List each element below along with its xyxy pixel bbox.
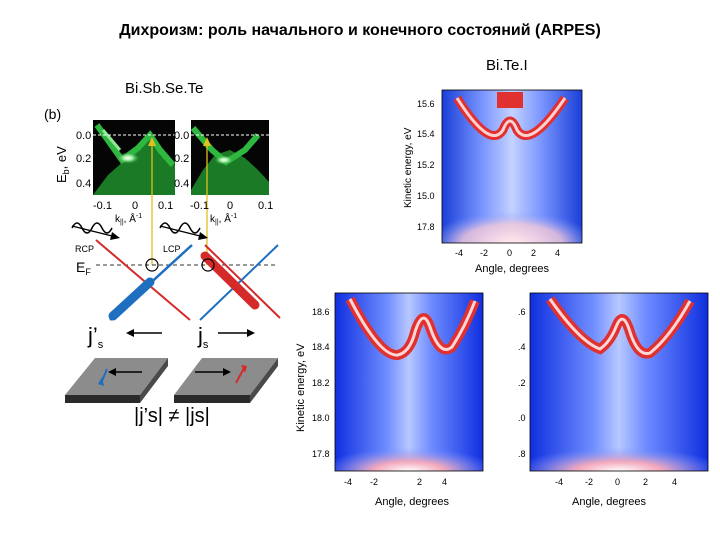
heatmap1-ylabel: Kinetic energy, eV [403, 127, 414, 208]
heatmap1-xtick-3: 2 [531, 248, 536, 258]
heatmap1-ytick-4: 17.8 [417, 222, 435, 232]
heatmap3-xtick-4: 4 [672, 477, 677, 487]
x-tick-0-b: -0.1 [190, 200, 209, 212]
heatmap-bitei: Kinetic energy, eV 15.6 15.4 15.2 15.0 1… [403, 89, 583, 275]
left-current-label: j’s [87, 323, 104, 351]
y-tick-2-b: 0.4 [174, 178, 189, 190]
heatmap1-ytick-0: 15.6 [417, 99, 435, 109]
heatmap1-xtick-2: 0 [507, 248, 512, 258]
x-tick-1-b: 0 [227, 200, 233, 212]
y-tick-0-b: 0.0 [174, 130, 189, 142]
arpes-panel-left [93, 120, 176, 265]
heatmap2-xtick-0: -4 [344, 477, 352, 487]
heatmap2-ytick-2: 18.2 [312, 378, 330, 388]
y-tick-1: 0.2 [76, 153, 91, 165]
heatmap3-ytick-3: .0 [518, 413, 526, 423]
x-axis-label-left: k||, Å-1 [115, 212, 142, 226]
heatmap1-xtick-4: 4 [555, 248, 560, 258]
label-bisbsete: Bi.Sb.Se.Te [125, 80, 204, 97]
panel-label: (b) [44, 106, 61, 122]
heatmap3-ytick-4: .8 [518, 449, 526, 459]
heatmap3-xtick-3: 2 [643, 477, 648, 487]
heatmap3-ytick-2: .2 [518, 378, 526, 388]
rcp-wave-icon [71, 222, 120, 240]
heatmap-left-bottom: Kinetic energy, eV 18.6 18.4 18.2 18.0 1… [295, 292, 484, 508]
dirac-cone-right [199, 244, 281, 321]
inequality: |j’s| ≠ |js| [134, 405, 210, 427]
heatmap2-xtick-3: 2 [417, 477, 422, 487]
x-tick-0: -0.1 [93, 200, 112, 212]
slide-title: Дихроизм: роль начального и конечного со… [119, 22, 601, 39]
fermi-label: EF [76, 259, 91, 277]
sample-slab-left [65, 358, 168, 403]
heatmap1-xtick-0: -4 [455, 248, 463, 258]
heatmap2-xlabel: Angle, degrees [375, 496, 449, 508]
heatmap1-ytick-3: 15.0 [417, 191, 435, 201]
x-tick-1: 0 [132, 200, 138, 212]
lcp-label: LCP [163, 244, 181, 254]
heatmap3-xtick-1: -2 [585, 477, 593, 487]
y-tick-0: 0.0 [76, 130, 91, 142]
rcp-label: RCP [75, 244, 94, 254]
heatmap2-ytick-1: 18.4 [312, 342, 330, 352]
x-tick-2-b: 0.1 [258, 200, 273, 212]
y-axis-label: Eb, eV [54, 146, 71, 183]
heatmap3-xlabel: Angle, degrees [572, 496, 646, 508]
y-tick-1-b: 0.2 [174, 153, 189, 165]
arpes-panel-right [190, 120, 269, 265]
lcp-wave-icon [159, 222, 208, 240]
label-bitei: Bi.Te.I [486, 57, 528, 74]
heatmap2-xtick-1: -2 [370, 477, 378, 487]
heatmap3-xtick-0: -4 [555, 477, 563, 487]
heatmap3-ytick-1: .4 [518, 342, 526, 352]
heatmap1-xlabel: Angle, degrees [475, 263, 549, 275]
heatmap2-ylabel: Kinetic energy, eV [295, 343, 307, 432]
heatmap2-ytick-3: 18.0 [312, 413, 330, 423]
dirac-cone-left [95, 239, 193, 321]
sample-slab-right [174, 358, 278, 403]
heatmap1-xtick-1: -2 [480, 248, 488, 258]
heatmap1-ytick-2: 15.2 [417, 160, 435, 170]
heatmap3-xtick-2: 0 [615, 477, 620, 487]
y-tick-2: 0.4 [76, 178, 91, 190]
x-tick-2: 0.1 [158, 200, 173, 212]
heatmap2-xtick-4: 4 [442, 477, 447, 487]
x-axis-label-right: k||, Å-1 [210, 212, 237, 226]
right-current-label: js [197, 323, 209, 351]
heatmap-right-bottom: .6 .4 .2 .0 .8 -4 -2 0 2 4 Angle, degree… [518, 292, 709, 508]
heatmap1-ytick-1: 15.4 [417, 129, 435, 139]
heatmap3-ytick-0: .6 [518, 307, 526, 317]
heatmap2-ytick-4: 17.8 [312, 449, 330, 459]
heatmap2-ytick-0: 18.6 [312, 307, 330, 317]
